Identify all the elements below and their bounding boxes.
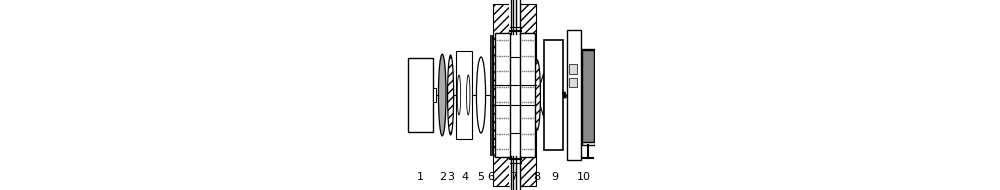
- Ellipse shape: [457, 75, 461, 115]
- Bar: [509, 57, 520, 133]
- Text: 8: 8: [533, 172, 541, 182]
- Text: 7: 7: [510, 172, 517, 182]
- Bar: [490, 35, 492, 155]
- Bar: [456, 51, 472, 139]
- Text: 10: 10: [577, 172, 591, 182]
- Text: 6: 6: [487, 172, 494, 182]
- Ellipse shape: [438, 54, 446, 136]
- Ellipse shape: [476, 57, 486, 133]
- Bar: [520, 4, 536, 186]
- Bar: [495, 33, 510, 157]
- Text: 3: 3: [447, 172, 454, 182]
- Bar: [567, 30, 581, 160]
- Bar: [569, 64, 577, 74]
- Bar: [520, 33, 535, 157]
- Bar: [582, 50, 594, 142]
- Text: 2: 2: [439, 172, 447, 182]
- Ellipse shape: [534, 60, 540, 130]
- Text: 5: 5: [478, 172, 484, 182]
- Bar: [433, 88, 436, 102]
- Ellipse shape: [467, 75, 470, 115]
- Text: 1: 1: [417, 172, 424, 182]
- Bar: [544, 40, 563, 150]
- Bar: [493, 4, 509, 186]
- Polygon shape: [540, 73, 544, 117]
- Bar: [509, 4, 520, 186]
- Ellipse shape: [448, 55, 454, 135]
- Bar: [582, 49, 595, 145]
- Bar: [569, 78, 577, 87]
- Text: 4: 4: [462, 172, 469, 182]
- Bar: [408, 58, 433, 132]
- Text: 9: 9: [552, 172, 559, 182]
